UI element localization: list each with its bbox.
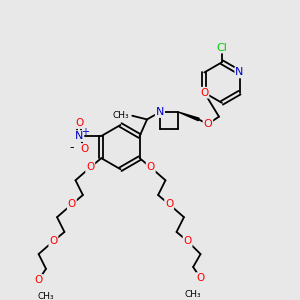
Text: O: O [86, 162, 94, 172]
Text: -: - [70, 141, 74, 154]
Text: O: O [196, 273, 205, 283]
Text: N: N [156, 107, 164, 117]
Text: O: O [165, 199, 173, 209]
Text: CH₃: CH₃ [38, 292, 54, 300]
Text: N: N [75, 131, 83, 141]
Text: O: O [68, 199, 76, 209]
Text: CH₃: CH₃ [113, 111, 130, 120]
Text: Cl: Cl [217, 43, 227, 52]
Text: O: O [184, 236, 192, 246]
Text: +: + [81, 127, 89, 137]
Text: O: O [81, 144, 89, 154]
Polygon shape [178, 112, 199, 121]
Text: O: O [200, 88, 208, 98]
Text: CH₃: CH₃ [185, 290, 202, 299]
Text: O: O [34, 275, 43, 285]
Text: N: N [235, 68, 244, 77]
Text: O: O [147, 162, 155, 172]
Text: O: O [203, 119, 212, 129]
Text: O: O [75, 118, 83, 128]
Text: O: O [49, 236, 58, 246]
